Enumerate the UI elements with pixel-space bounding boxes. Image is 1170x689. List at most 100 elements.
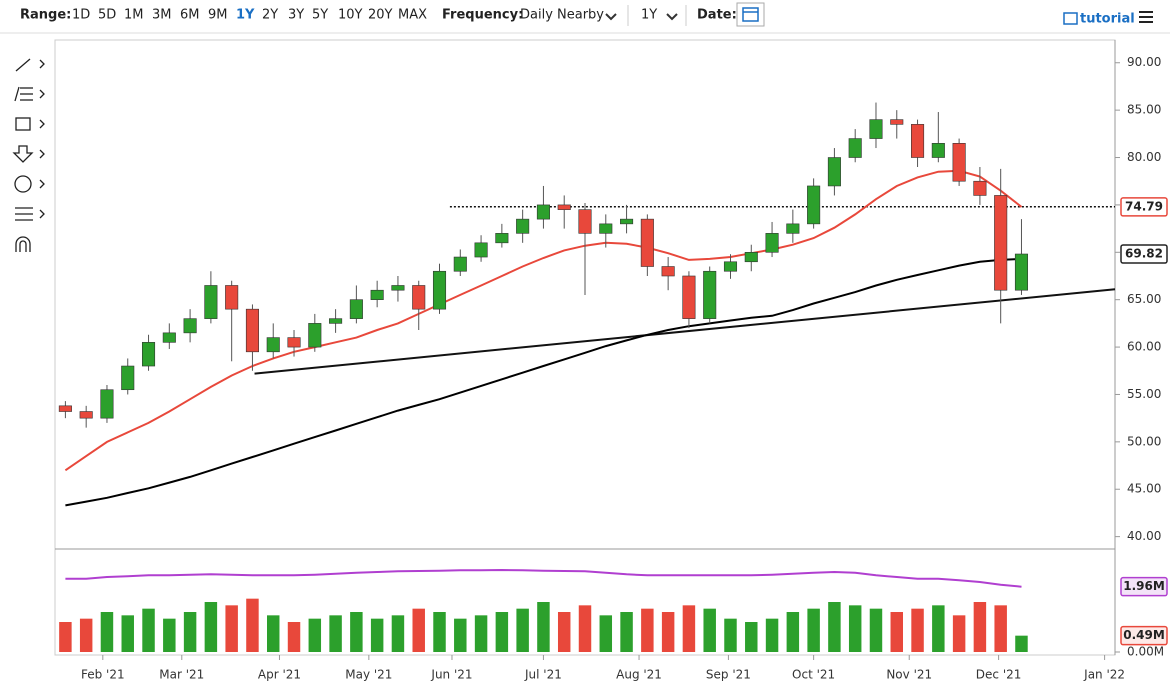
y-tick-label: 65.00 — [1127, 292, 1161, 306]
range-button[interactable]: 5Y — [312, 8, 328, 23]
line-tool[interactable] — [15, 58, 45, 72]
tutorial-icon[interactable] — [1063, 12, 1078, 25]
candle-body — [79, 411, 93, 419]
volume-bar — [911, 608, 924, 652]
trend-line — [254, 288, 1116, 375]
volume-bar — [329, 615, 342, 652]
y-tick-label: 85.00 — [1127, 103, 1161, 117]
candle-body — [495, 233, 509, 244]
candle-body — [308, 323, 322, 348]
volume-bar — [786, 612, 800, 652]
candle-body — [183, 318, 197, 334]
volume-bar — [869, 608, 883, 652]
volume-bar — [932, 605, 945, 652]
range-button[interactable]: 3M — [152, 8, 172, 23]
volume-bar — [745, 622, 758, 652]
range-button[interactable]: 10Y — [338, 8, 363, 23]
period-select[interactable]: 1Y — [641, 8, 657, 23]
candle-body — [703, 270, 717, 319]
x-tick-label: Jul '21 — [524, 668, 562, 682]
x-tick-label: Apr '21 — [258, 668, 301, 682]
moving-average — [65, 257, 1022, 507]
range-button[interactable]: 3Y — [288, 8, 304, 23]
candle-body — [516, 218, 530, 234]
range-button[interactable]: 1D — [72, 8, 90, 23]
volume-bar — [557, 612, 571, 652]
candle-body — [58, 405, 72, 412]
volume-bar — [765, 618, 779, 652]
candle-body — [890, 119, 904, 125]
volume-bar — [391, 615, 405, 652]
chevron[interactable] — [605, 13, 617, 21]
x-tick-label: May '21 — [345, 668, 392, 682]
volume-bar — [599, 615, 613, 652]
volume-tick-label: 0.00M — [1127, 645, 1164, 659]
candle-body — [432, 270, 447, 310]
x-tick-label: Sep '21 — [706, 668, 751, 682]
volume-bar — [246, 598, 259, 652]
volume-bar — [350, 612, 363, 652]
candle-body — [786, 223, 800, 234]
volume-bar — [100, 612, 114, 652]
fib-tool[interactable] — [14, 86, 45, 102]
candle-body — [931, 143, 945, 158]
candle-body — [225, 285, 239, 310]
x-tick-label: Mar '21 — [159, 668, 204, 682]
volume-bar — [807, 608, 820, 652]
volume-bar — [433, 612, 446, 652]
magnet-tool[interactable] — [15, 236, 31, 252]
range-button[interactable]: 1M — [124, 8, 144, 23]
chevron[interactable] — [666, 13, 678, 21]
candle-body — [536, 204, 550, 220]
candle-body — [453, 256, 467, 272]
price-tag-box — [1120, 244, 1168, 264]
volume-bar — [620, 612, 633, 652]
volume-bar — [537, 602, 550, 652]
range-button[interactable]: 1Y — [236, 8, 255, 23]
range-button[interactable]: 9M — [208, 8, 228, 23]
candle-body — [121, 365, 135, 391]
volume-bar — [516, 608, 529, 652]
y-tick-label: 50.00 — [1127, 434, 1161, 448]
menu-button[interactable] — [1139, 11, 1153, 23]
range-button[interactable]: 5D — [98, 8, 116, 23]
arrow-tool[interactable] — [12, 145, 45, 163]
candle-body — [100, 389, 114, 419]
tutorial-link[interactable]: tutorial — [1080, 12, 1135, 27]
volume-bar — [890, 612, 903, 652]
candle-body — [474, 242, 488, 258]
drawing-tools — [12, 58, 45, 252]
candle-body — [287, 337, 301, 348]
candle-body — [807, 185, 821, 225]
volume-bar — [952, 615, 966, 652]
calendar-button[interactable] — [736, 2, 765, 27]
range-button[interactable]: 20Y — [368, 8, 393, 23]
frequency-select[interactable]: Daily Nearby — [520, 8, 604, 23]
volume-bar — [142, 608, 155, 652]
volume-bar — [370, 618, 384, 652]
ma-tag: 74.79 — [1125, 199, 1163, 213]
y-tick-label: 60.00 — [1127, 340, 1161, 354]
date-label: Date: — [697, 8, 737, 23]
candle-body — [162, 332, 176, 343]
candle-body — [744, 251, 758, 263]
ma-tag-box — [1120, 197, 1168, 217]
range-button[interactable]: 2Y — [262, 8, 278, 23]
toolbar: Range: Frequency: Daily Nearby 1Y Date: … — [20, 2, 1153, 27]
volume-bar — [183, 612, 197, 652]
volume-bar — [225, 605, 238, 652]
candle-body — [765, 233, 779, 253]
volume-bar — [474, 615, 488, 652]
candle-body — [620, 218, 634, 225]
candle-body — [557, 204, 571, 210]
range-button[interactable]: MAX — [398, 8, 427, 23]
volume-bar — [973, 602, 987, 652]
shape-tool[interactable] — [15, 117, 45, 131]
measure-tool[interactable] — [15, 207, 45, 221]
x-tick-label: Aug '21 — [616, 668, 662, 682]
note-tool[interactable] — [14, 175, 45, 193]
range-button[interactable]: 6M — [180, 8, 200, 23]
candle-body — [245, 308, 259, 353]
candle-body — [682, 275, 696, 319]
candle-body — [329, 318, 343, 324]
